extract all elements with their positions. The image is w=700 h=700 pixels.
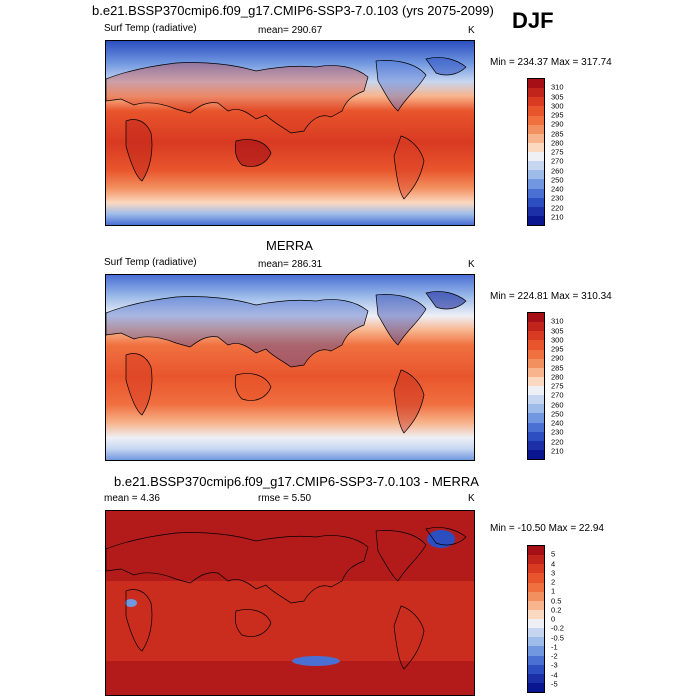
- panel1-variable: Surf Temp (radiative): [104, 23, 197, 34]
- panel3-cbar-label: 0.5: [551, 596, 562, 605]
- panel1-cbar-label: 275: [551, 147, 564, 157]
- panel2-colorbar: [527, 312, 545, 460]
- panel2-cbar-label: 270: [551, 390, 564, 400]
- panel1-cbar-label: 240: [551, 184, 564, 194]
- panel3-mean: mean = 4.36: [104, 493, 160, 504]
- panel2-cbar-label: 230: [551, 427, 564, 437]
- panel1-cbar-label: 305: [551, 92, 564, 101]
- panel3-neg-anomaly: [292, 656, 340, 666]
- panel2-cbar-label: 310: [551, 316, 564, 326]
- panel3-cbar-label: -5: [551, 679, 558, 689]
- panel3-cbar-label: -3: [551, 660, 558, 670]
- panel2-title: MERRA: [266, 238, 313, 253]
- panel2-cbar-label: 275: [551, 381, 564, 391]
- panel3-rmse: rmse = 5.50: [258, 493, 312, 504]
- panel3-neg-anomaly: [125, 599, 137, 607]
- panel1-cbar-label: 260: [551, 166, 564, 175]
- panel2-cbar-label: 280: [551, 372, 564, 382]
- panel2-cbar-label: 295: [551, 344, 564, 354]
- panel1-minmax: Min = 234.37 Max = 317.74: [490, 57, 612, 68]
- panel1-cbar-label: 295: [551, 110, 564, 120]
- panel1-cbar-label: 210: [551, 212, 564, 222]
- panel1-cbar-label: 230: [551, 193, 564, 203]
- panel2-cbar-label: 260: [551, 400, 564, 409]
- panel1-cbar-label: 220: [551, 203, 564, 212]
- panel1-cbar-label: 285: [551, 129, 564, 138]
- panel1-units: K: [468, 25, 475, 36]
- panel3-minmax: Min = -10.50 Max = 22.94: [490, 523, 604, 534]
- panel3-cbar-label: -4: [551, 670, 558, 679]
- panel2-cbar-label: 210: [551, 446, 564, 456]
- season-label: DJF: [512, 8, 554, 33]
- panel1-cbar-label: 280: [551, 138, 564, 148]
- panel3-cbar-label: 4: [551, 559, 556, 568]
- panel2-variable: Surf Temp (radiative): [104, 257, 197, 268]
- panel3-cbar-label: 5: [551, 549, 556, 559]
- panel1-cbar-label: 310: [551, 82, 564, 92]
- panel1-field: [106, 41, 474, 225]
- panel3-cbar-label: 2: [551, 577, 556, 587]
- panel3-units: K: [468, 493, 475, 504]
- panel2-cbar-label: 300: [551, 335, 564, 345]
- panel3-cbar-label: 0.2: [551, 605, 562, 615]
- panel3-cbar-label: -1: [551, 642, 558, 652]
- panel2-minmax: Min = 224.81 Max = 310.34: [490, 291, 612, 302]
- panel1-colorbar: [527, 78, 545, 226]
- panel2-cbar-label: 305: [551, 326, 564, 335]
- panel2-cbar-label: 290: [551, 353, 564, 363]
- panel2-cbar-label: 220: [551, 437, 564, 446]
- panel2-cbar-label: 250: [551, 409, 564, 419]
- panel3-cbar-label: 0: [551, 614, 556, 624]
- panel2-cbar-label: 240: [551, 418, 564, 428]
- panel2-field: [106, 275, 474, 460]
- panel3-cbar-label: 1: [551, 586, 556, 596]
- panel1-mean: mean= 290.67: [258, 25, 323, 36]
- panel2-units: K: [468, 259, 475, 270]
- panel3-cbar-label: -0.2: [551, 623, 564, 633]
- page-title: b.e21.BSSP370cmip6.f09_g17.CMIP6-SSP3-7.…: [92, 3, 494, 18]
- panel1-cbar-label: 300: [551, 101, 564, 111]
- panel3-neg-anomaly: [427, 530, 455, 548]
- panel3-tropics-band: [106, 581, 474, 661]
- panel2-mean: mean= 286.31: [258, 259, 323, 270]
- panel2-coastlines: [106, 291, 467, 434]
- panel3-cbar-label: 3: [551, 568, 556, 578]
- panel3-map: [105, 510, 475, 696]
- panel1-map: [105, 40, 475, 226]
- panel3-cbar-label: -2: [551, 651, 558, 661]
- panel2-cbar-label: 285: [551, 363, 564, 372]
- panel2-map: [105, 274, 475, 461]
- panel1-cbar-label: 290: [551, 119, 564, 129]
- panel1-cbar-label: 270: [551, 156, 564, 166]
- panel3-coastlines: [106, 527, 467, 670]
- panel1-cbar-label: 250: [551, 175, 564, 185]
- panel1-coastlines: [106, 57, 467, 200]
- panel3-cbar-label: -0.5: [551, 633, 564, 642]
- panel3-title: b.e21.BSSP370cmip6.f09_g17.CMIP6-SSP3-7.…: [114, 474, 479, 489]
- panel3-colorbar: [527, 545, 545, 693]
